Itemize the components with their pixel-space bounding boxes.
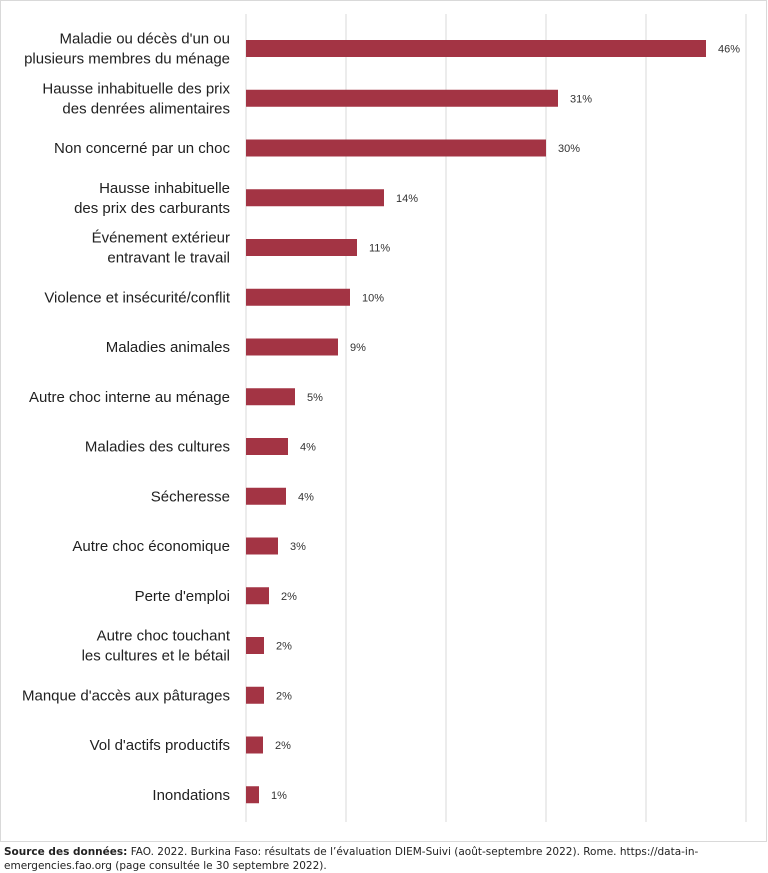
value-label-14: 2%: [275, 740, 291, 752]
value-label-12: 2%: [276, 641, 292, 653]
category-label-2-line-0: Non concerné par un choc: [54, 140, 230, 157]
value-label-1: 31%: [570, 93, 592, 105]
category-label-3-line-1: des prix des carburants: [74, 200, 230, 217]
value-label-2: 30%: [558, 143, 580, 155]
value-label-9: 4%: [298, 491, 314, 503]
value-label-3: 14%: [396, 193, 418, 205]
category-label-6-line-0: Maladies animales: [106, 339, 230, 356]
category-label-10: Autre choc économique: [72, 538, 230, 555]
bar-13: [246, 686, 264, 704]
bar-6: [246, 338, 338, 356]
category-label-8: Maladies des cultures: [85, 439, 230, 456]
bar-1: [246, 89, 558, 107]
category-label-6: Maladies animales: [106, 339, 230, 356]
value-label-4: 11%: [369, 243, 390, 255]
category-label-7: Autre choc interne au ménage: [29, 389, 230, 406]
category-label-1-line-1: des denrées alimentaires: [62, 100, 230, 117]
category-label-0-line-1: plusieurs membres du ménage: [24, 51, 230, 68]
category-label-14-line-0: Vol d'actifs productifs: [90, 737, 230, 754]
category-label-9: Sécheresse: [151, 488, 230, 505]
bar-11: [246, 587, 269, 605]
category-label-5-line-0: Violence et insécurité/conflit: [44, 289, 230, 306]
bar-7: [246, 388, 295, 406]
category-label-1-line-0: Hausse inhabituelle des prix: [42, 80, 230, 97]
bar-0: [246, 40, 706, 57]
category-label-12: Autre choc touchant les cultures et le bé…: [82, 628, 231, 665]
category-label-11: Perte d'emploi: [135, 588, 230, 605]
category-label-13-line-0: Manque d'accès aux pâturages: [22, 687, 230, 704]
value-label-0: 46%: [718, 44, 740, 56]
bar-14: [246, 736, 263, 754]
value-label-10: 3%: [290, 541, 306, 553]
bar-10: [246, 537, 278, 555]
chart-frame: [0, 0, 767, 842]
category-label-14: Vol d'actifs productifs: [90, 737, 230, 754]
category-label-0-line-0: Maladie ou décès d'un ou: [60, 31, 231, 48]
value-label-13: 2%: [276, 690, 292, 702]
category-label-15: Inondations: [152, 787, 230, 804]
bar-chart: Maladie ou décès d'un ou plusieurs membre…: [22, 14, 747, 822]
category-label-13: Manque d'accès aux pâturages: [22, 687, 230, 704]
bar-3: [246, 189, 384, 207]
bar-2: [246, 139, 546, 157]
category-label-3: Hausse inhabituelle des prix des carburan…: [74, 180, 230, 217]
category-label-9-line-0: Sécheresse: [151, 488, 230, 505]
value-label-11: 2%: [281, 591, 297, 603]
category-label-8-line-0: Maladies des cultures: [85, 439, 230, 456]
category-label-12-line-0: Autre choc touchant: [97, 628, 231, 645]
category-label-5: Violence et insécurité/conflit: [44, 289, 230, 306]
category-label-4-line-1: entravant le travail: [107, 250, 230, 267]
bar-12: [246, 637, 264, 654]
bar-4: [246, 239, 357, 256]
category-label-7-line-0: Autre choc interne au ménage: [29, 389, 230, 406]
category-labels: Maladie ou décès d'un ou plusieurs membre…: [22, 31, 231, 804]
category-label-1: Hausse inhabituelle des prix des denrées …: [42, 80, 230, 117]
value-label-6: 9%: [350, 342, 366, 354]
category-label-15-line-0: Inondations: [152, 787, 230, 804]
value-label-5: 10%: [362, 292, 384, 304]
bar-15: [246, 786, 259, 804]
category-label-11-line-0: Perte d'emploi: [135, 588, 230, 605]
source-note: Source des données: FAO. 2022. Burkina F…: [4, 845, 766, 873]
value-label-15: 1%: [271, 790, 287, 802]
bar-9: [246, 487, 286, 505]
category-label-4-line-0: Événement extérieur: [92, 230, 230, 247]
category-label-2: Non concerné par un choc: [54, 140, 230, 157]
category-label-10-line-0: Autre choc économique: [72, 538, 230, 555]
category-label-3-line-0: Hausse inhabituelle: [99, 180, 230, 197]
gridlines: [245, 14, 747, 822]
bar-5: [246, 288, 350, 306]
source-text: FAO. 2022. Burkina Faso: résultats de l’…: [4, 846, 699, 872]
source-label: Source des données:: [4, 846, 128, 858]
value-label-7: 5%: [307, 392, 323, 404]
category-label-4: Événement extérieur entravant le travail: [92, 230, 230, 267]
category-label-0: Maladie ou décès d'un ou plusieurs membre…: [24, 31, 230, 68]
bar-8: [246, 438, 288, 455]
category-label-12-line-1: les cultures et le bétail: [82, 648, 230, 665]
value-label-8: 4%: [300, 442, 316, 454]
bars-group: [246, 40, 706, 804]
value-labels: 46% 31% 30% 14% 11% 10% 9% 5% 4% 4% 3% 2% 2% 2% 2% 1%: [271, 44, 740, 802]
